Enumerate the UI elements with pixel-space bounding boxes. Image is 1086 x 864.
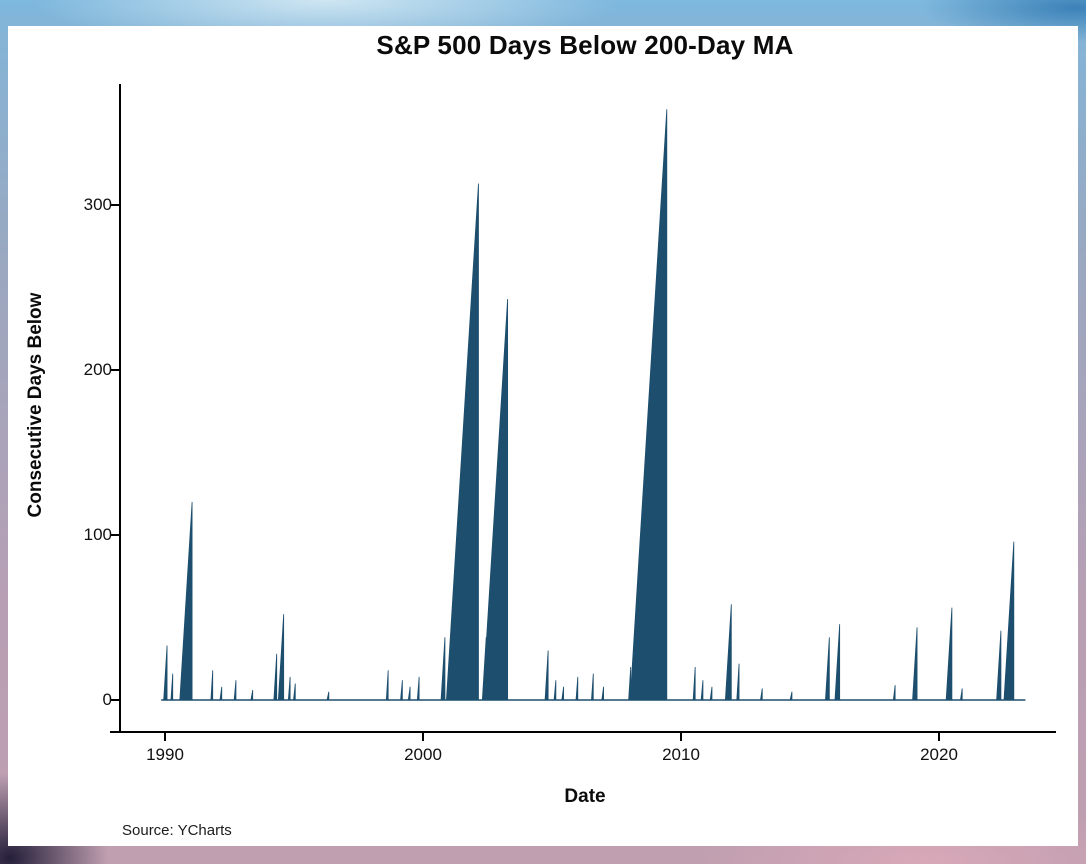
spike xyxy=(945,607,953,701)
spike xyxy=(789,691,793,701)
spike xyxy=(692,666,696,701)
spike xyxy=(736,663,740,701)
spike xyxy=(219,686,223,701)
spike xyxy=(170,673,174,701)
spike xyxy=(912,627,918,701)
spike xyxy=(440,637,446,701)
spike xyxy=(700,680,704,701)
spike xyxy=(760,688,763,701)
spike xyxy=(996,630,1002,701)
spike xyxy=(834,624,841,701)
spike xyxy=(407,686,411,701)
spike xyxy=(210,670,214,701)
spike xyxy=(293,683,296,701)
spike xyxy=(326,691,330,701)
spike xyxy=(250,690,254,701)
y-tick-label-200: 200 xyxy=(83,360,112,379)
spike xyxy=(575,676,579,701)
spike xyxy=(416,676,420,701)
spike xyxy=(628,666,632,701)
spike xyxy=(179,501,193,701)
spike xyxy=(959,688,963,701)
chart-panel: S&P 500 Days Below 200-Day MA Consecutiv… xyxy=(8,26,1078,846)
spike xyxy=(445,183,479,701)
spike xyxy=(553,680,557,701)
spike xyxy=(892,685,896,701)
spike xyxy=(544,650,549,701)
x-tick-label-2020: 2020 xyxy=(920,745,958,764)
spike xyxy=(601,686,604,701)
spike xyxy=(400,680,403,701)
spike xyxy=(287,676,291,701)
source-attribution: Source: YCharts xyxy=(122,822,232,839)
y-tick-label-100: 100 xyxy=(83,525,112,544)
spike xyxy=(233,680,237,701)
spike xyxy=(709,686,713,701)
x-tick-label-1990: 1990 xyxy=(146,745,184,764)
spike xyxy=(482,299,509,701)
spike xyxy=(825,637,830,701)
spike xyxy=(591,673,594,701)
x-tick-label-2010: 2010 xyxy=(662,745,700,764)
spike xyxy=(724,604,732,701)
chart-title: S&P 500 Days Below 200-Day MA xyxy=(376,30,794,60)
y-tick-label-0: 0 xyxy=(102,690,112,709)
y-tick-label-300: 300 xyxy=(83,195,112,214)
x-axis-label: Date xyxy=(564,786,606,807)
spike xyxy=(1003,541,1015,701)
spike xyxy=(561,686,565,701)
chart-canvas xyxy=(110,84,1056,741)
spike xyxy=(629,109,668,701)
spike xyxy=(277,614,285,701)
spike xyxy=(273,653,278,701)
spike xyxy=(385,670,389,701)
y-axis-label: Consecutive Days Below xyxy=(25,292,46,518)
x-tick-label-2000: 2000 xyxy=(404,745,442,764)
spike xyxy=(163,645,168,701)
